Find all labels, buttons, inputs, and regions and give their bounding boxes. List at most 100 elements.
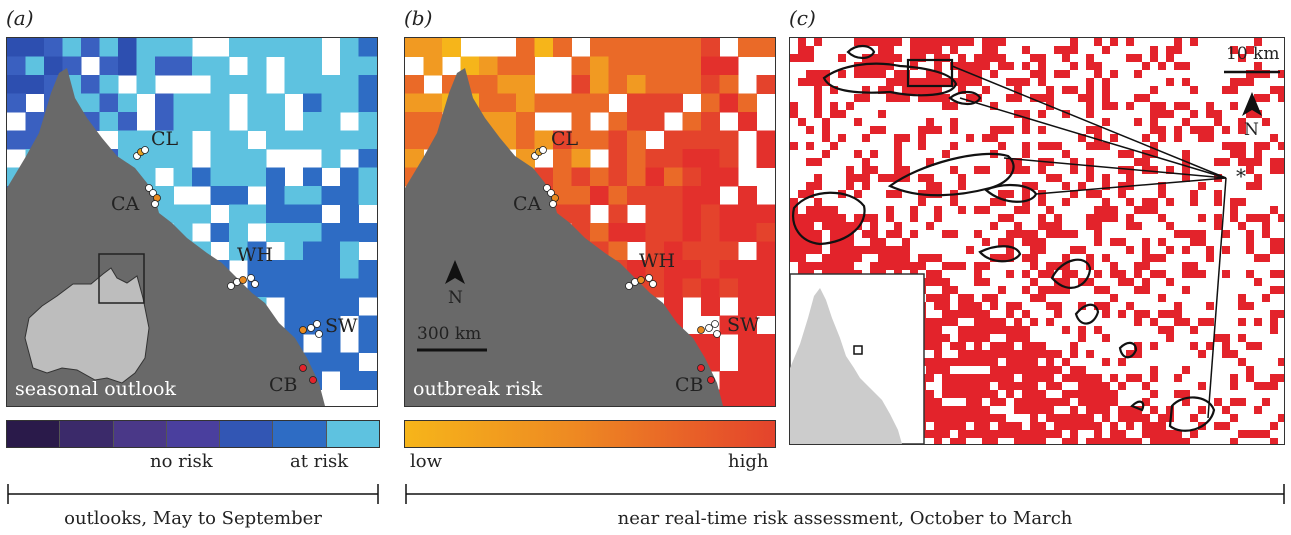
risk-pixel (1118, 414, 1126, 422)
risk-pixel (1150, 438, 1158, 444)
risk-pixel (1246, 342, 1254, 350)
grid-cell (340, 223, 359, 242)
risk-pixel (1102, 86, 1110, 94)
grid-cell (7, 93, 26, 113)
risk-pixel (1022, 286, 1030, 294)
risk-pixel (822, 118, 830, 126)
risk-pixel (1046, 262, 1054, 270)
risk-pixel (942, 38, 950, 46)
risk-pixel (918, 142, 926, 150)
risk-pixel (894, 158, 902, 166)
risk-pixel (1022, 430, 1030, 438)
risk-pixel (982, 310, 990, 318)
grid-cell (118, 112, 137, 131)
risk-pixel (1214, 190, 1222, 198)
risk-pixel (1110, 134, 1118, 142)
risk-pixel (1174, 134, 1182, 142)
risk-pixel (1246, 366, 1254, 374)
risk-pixel (926, 278, 934, 286)
risk-pixel (942, 406, 950, 414)
risk-pixel (1038, 350, 1046, 358)
grid-cell (155, 112, 174, 131)
risk-pixel (934, 414, 942, 422)
risk-pixel (1046, 206, 1054, 214)
risk-pixel (814, 78, 822, 86)
risk-pixel (1190, 262, 1198, 270)
risk-pixel (862, 230, 870, 238)
risk-pixel (998, 254, 1006, 262)
risk-pixel (934, 430, 942, 438)
grid-cell (516, 93, 535, 113)
site-dot (141, 146, 149, 154)
risk-pixel (926, 414, 934, 422)
grid-cell (645, 204, 665, 224)
risk-pixel (862, 182, 870, 190)
risk-pixel (926, 334, 934, 342)
grid-cell (340, 241, 359, 261)
risk-pixel (1014, 318, 1022, 326)
grid-cell (701, 260, 720, 279)
risk-pixel (1110, 38, 1118, 46)
risk-pixel (1134, 374, 1142, 382)
risk-pixel (1038, 294, 1046, 302)
risk-pixel (942, 422, 950, 430)
risk-pixel (1038, 78, 1046, 86)
risk-pixel (1254, 94, 1262, 102)
risk-pixel (814, 214, 822, 222)
risk-pixel (814, 158, 822, 166)
risk-pixel (1158, 414, 1166, 422)
risk-pixel (974, 382, 982, 390)
risk-pixel (1118, 150, 1126, 158)
risk-pixel (1038, 166, 1046, 174)
risk-pixel (998, 214, 1006, 222)
risk-pixel (1150, 270, 1158, 278)
scale-label: 300 km (417, 324, 482, 344)
risk-pixel (886, 46, 894, 54)
grid-cell (719, 149, 739, 168)
risk-pixel (1014, 334, 1022, 342)
risk-pixel (1182, 230, 1190, 238)
risk-pixel (918, 174, 926, 182)
risk-pixel (1086, 158, 1094, 166)
grid-cell (136, 38, 156, 57)
grid-cell (266, 278, 285, 298)
risk-pixel (1230, 86, 1238, 94)
risk-pixel (1094, 190, 1102, 198)
risk-pixel (926, 46, 934, 54)
grid-cell (664, 93, 683, 113)
risk-pixel (1134, 262, 1142, 270)
grid-cell (719, 223, 739, 242)
risk-pixel (1086, 110, 1094, 118)
risk-pixel (1102, 142, 1110, 150)
grid-cell (701, 38, 720, 57)
grid-cell (682, 38, 702, 57)
risk-pixel (1006, 214, 1014, 222)
risk-pixel (878, 126, 886, 134)
risk-pixel (1086, 278, 1094, 286)
risk-pixel (1078, 374, 1086, 382)
risk-pixel (1038, 398, 1046, 406)
risk-pixel (1110, 214, 1118, 222)
risk-pixel (1278, 238, 1284, 246)
risk-pixel (1174, 310, 1182, 318)
risk-pixel (934, 182, 942, 190)
risk-pixel (1126, 174, 1134, 182)
risk-pixel (1078, 134, 1086, 142)
risk-pixel (1254, 142, 1262, 150)
grid-cell (44, 38, 63, 57)
risk-pixel (982, 414, 990, 422)
risk-pixel (982, 134, 990, 142)
risk-pixel (830, 102, 838, 110)
risk-pixel (934, 126, 942, 134)
grid-cell (247, 93, 267, 113)
risk-pixel (1118, 270, 1126, 278)
risk-pixel (1238, 318, 1246, 326)
risk-pixel (1158, 430, 1166, 438)
risk-pixel (862, 134, 870, 142)
risk-pixel (830, 86, 838, 94)
grid-cell (358, 371, 377, 390)
site-dot (149, 189, 157, 197)
risk-pixel (878, 254, 886, 262)
risk-pixel (822, 126, 830, 134)
risk-pixel (990, 318, 998, 326)
